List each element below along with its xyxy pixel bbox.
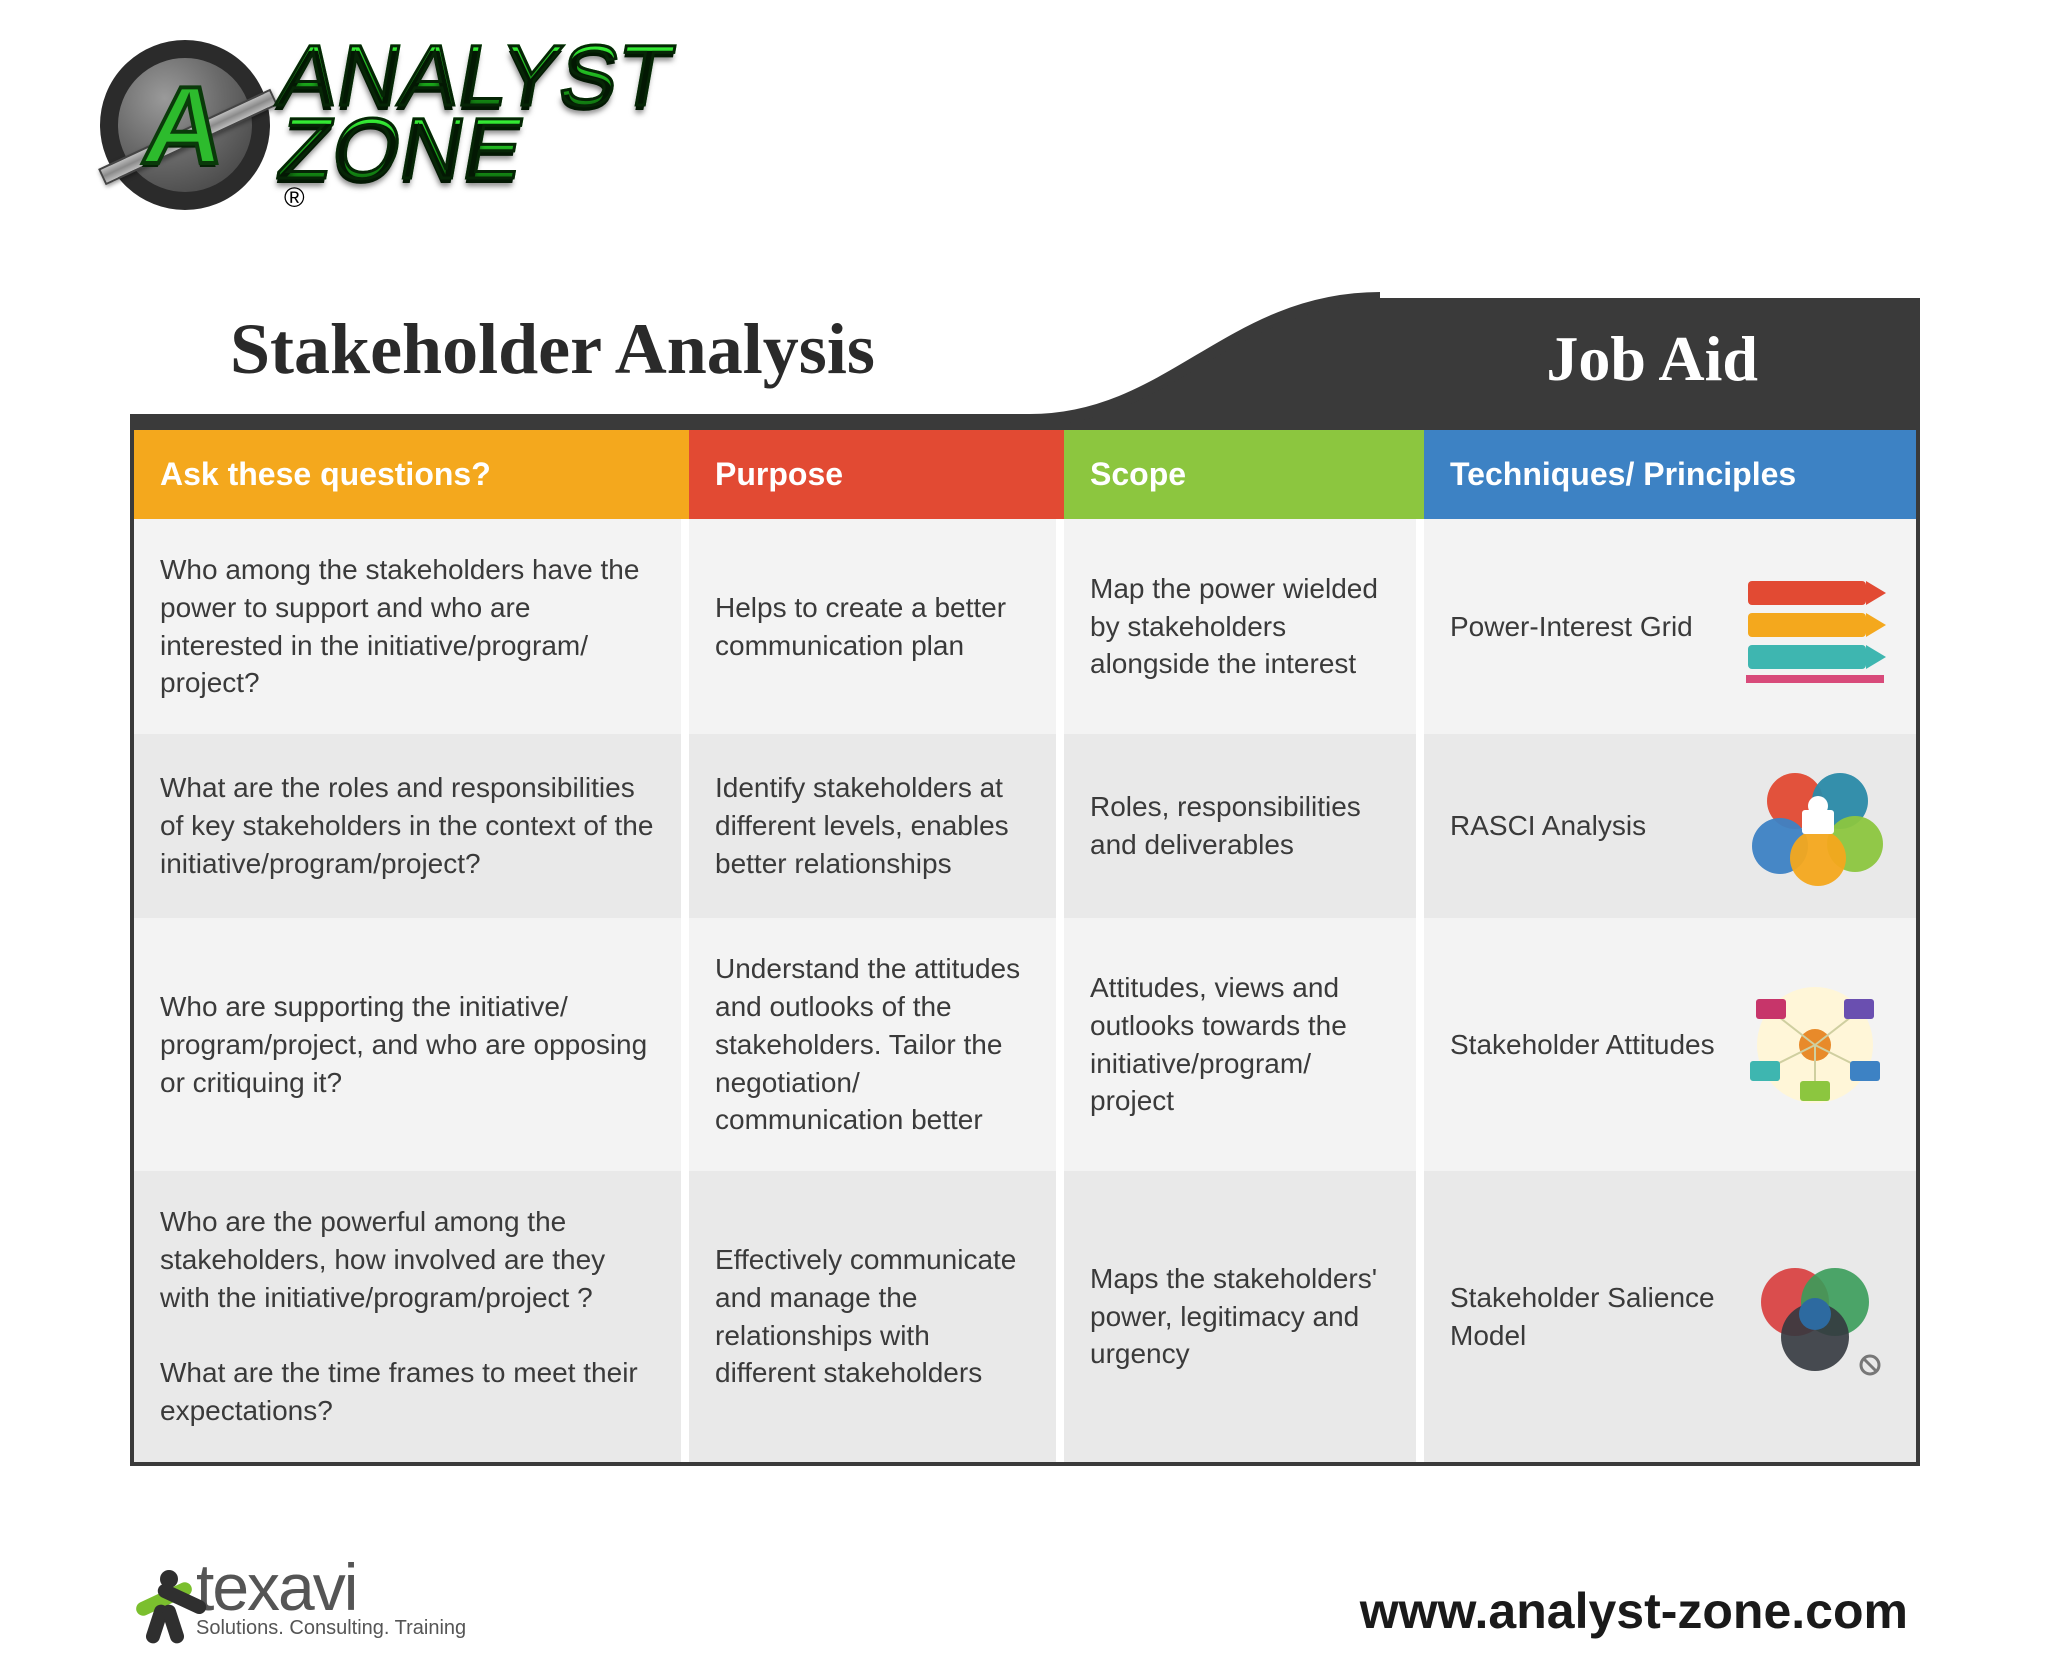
rasci-analysis-icon [1740,766,1890,886]
title-band: Stakeholder Analysis Job Aid [0,280,2048,440]
cell-question: Who are supporting the initiative/ progr… [134,918,689,1171]
texavi-mark-icon [120,1570,190,1640]
logo-line2: ZONE [274,113,679,186]
footer: texavi Solutions. Consulting. Training w… [120,1549,1908,1640]
technique-label: Stakeholder Attitudes [1450,1026,1720,1064]
table-row: What are the roles and responsibilities … [134,734,1916,918]
table-row: Who are supporting the initiative/ progr… [134,918,1916,1171]
footer-company-name: texavi [196,1549,466,1625]
table-row: Who among the stakeholders have the powe… [134,519,1916,734]
cell-purpose: Effectively communicate and manage the r… [689,1171,1064,1462]
stakeholder-attitudes-icon [1740,985,1890,1105]
header-techniques: Techniques/ Principles [1424,430,1916,519]
cell-question: What are the roles and responsibilities … [134,734,689,918]
header-purpose: Purpose [689,430,1064,519]
header-scope: Scope [1064,430,1424,519]
technique-label: RASCI Analysis [1450,807,1720,845]
page-subtitle: Job Aid [1546,322,1758,396]
cell-technique: Stakeholder Salience Model [1424,1171,1916,1462]
brand-logo: A ANALYST ZONE® [100,40,673,210]
cell-scope: Maps the stakeholders' power, legitimacy… [1064,1171,1424,1462]
cell-purpose: Helps to create a better communication p… [689,519,1064,734]
table-header-row: Ask these questions? Purpose Scope Techn… [134,430,1916,519]
cell-technique: RASCI Analysis [1424,734,1916,918]
technique-label: Power-Interest Grid [1450,608,1720,646]
cell-scope: Roles, responsibilities and deliverables [1064,734,1424,918]
power-interest-grid-icon [1740,567,1890,687]
cell-technique: Stakeholder Attitudes [1424,918,1916,1171]
logo-letter: A [136,62,233,189]
footer-url: www.analyst-zone.com [1360,1582,1908,1640]
cell-purpose: Identify stakeholders at different level… [689,734,1064,918]
header-questions: Ask these questions? [134,430,689,519]
cell-scope: Attitudes, views and outlooks towards th… [1064,918,1424,1171]
cell-question: Who are the powerful among the stakehold… [134,1171,689,1462]
logo-roundel: A [100,40,270,210]
salience-model-icon [1740,1257,1890,1377]
cell-technique: Power-Interest Grid [1424,519,1916,734]
cell-scope: Map the power wielded by stakeholders al… [1064,519,1424,734]
footer-company-logo: texavi Solutions. Consulting. Training [120,1549,466,1640]
footer-company-tagline: Solutions. Consulting. Training [196,1617,466,1640]
cell-purpose: Understand the attitudes and outlooks of… [689,918,1064,1171]
logo-wordmark: ANALYST ZONE® [280,40,673,210]
table-row: Who are the powerful among the stakehold… [134,1171,1916,1462]
technique-label: Stakeholder Salience Model [1450,1279,1720,1355]
stakeholder-table: Ask these questions? Purpose Scope Techn… [130,430,1920,1466]
cell-question: Who among the stakeholders have the powe… [134,519,689,734]
page-title: Stakeholder Analysis [230,308,875,391]
